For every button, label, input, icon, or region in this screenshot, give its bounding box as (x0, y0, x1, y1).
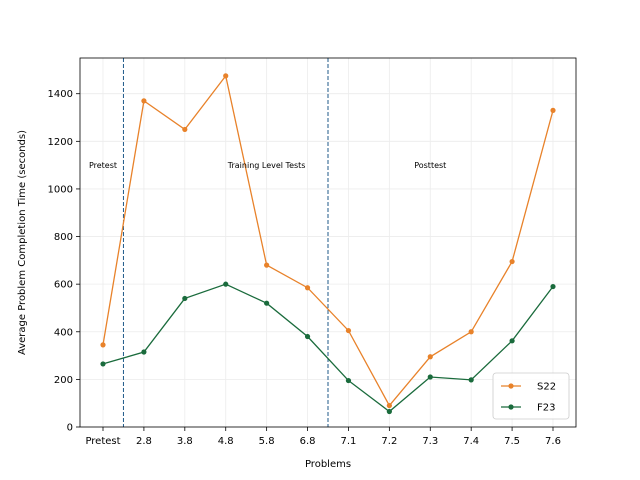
data-point-F23 (264, 300, 270, 306)
x-tick-label: 7.5 (504, 436, 520, 447)
data-point-S22 (100, 342, 106, 348)
data-point-F23 (345, 377, 352, 384)
data-point-S22 (427, 354, 433, 360)
legend: S22 F23 (492, 372, 570, 420)
data-point-S22 (141, 98, 147, 104)
y-tick-label: 1400 (48, 89, 73, 100)
data-series (100, 73, 556, 415)
data-point-S22 (223, 73, 229, 79)
data-point-S22 (550, 107, 556, 113)
data-point-F23 (141, 349, 147, 355)
data-point-S22 (345, 327, 352, 334)
legend-swatch-marker (508, 404, 514, 410)
data-point-F23 (304, 333, 311, 340)
data-point-F23 (509, 338, 515, 344)
x-tick-label: 5.8 (259, 436, 275, 447)
y-tick-label: 400 (54, 327, 73, 338)
data-point-S22 (468, 329, 474, 335)
y-tick-label: 0 (67, 423, 73, 434)
data-point-F23 (427, 374, 433, 380)
y-tick-label: 800 (54, 232, 73, 243)
region-labels: Pretest Training Level Tests Posttest (89, 161, 446, 170)
x-tick-label: 7.6 (545, 436, 561, 447)
data-point-F23 (100, 361, 106, 367)
region-label: Pretest (89, 161, 117, 170)
y-axis-label: Average Problem Completion Time (seconds… (17, 130, 28, 355)
y-tick-label: 1200 (48, 137, 73, 148)
data-point-F23 (550, 283, 556, 290)
legend-swatch-marker (508, 383, 514, 389)
data-point-S22 (304, 285, 311, 291)
y-axis-ticks: 0 200 400 600 800 1000 1200 1400 (48, 89, 80, 434)
x-tick-label: Pretest (85, 436, 120, 447)
x-axis-label: Problems (305, 459, 351, 470)
y-tick-label: 600 (54, 280, 73, 291)
data-point-F23 (223, 281, 229, 287)
y-tick-label: 200 (54, 375, 73, 386)
x-axis-ticks: Pretest 2.8 3.8 4.8 5.8 6.8 7.1 7.2 7.3 7.4 7.5 7.6 (85, 427, 561, 447)
series-line-S22 (102, 74, 554, 407)
legend-box (492, 372, 570, 420)
legend-label: F23 (537, 403, 555, 414)
section-dividers (122, 58, 329, 427)
data-point-S22 (386, 402, 392, 409)
x-tick-label: 7.4 (463, 436, 479, 447)
x-tick-label: 7.1 (341, 436, 357, 447)
data-point-S22 (264, 262, 270, 268)
data-point-S22 (509, 258, 515, 265)
region-label: Training Level Tests (227, 161, 306, 170)
x-tick-label: 6.8 (300, 436, 316, 447)
data-point-F23 (182, 295, 188, 302)
data-point-F23 (468, 377, 474, 383)
y-tick-label: 1000 (48, 184, 73, 195)
region-label: Posttest (414, 161, 446, 170)
x-tick-label: 3.8 (177, 436, 193, 447)
data-point-S22 (182, 126, 188, 133)
x-tick-label: 2.8 (136, 436, 152, 447)
x-tick-label: 4.8 (218, 436, 234, 447)
x-tick-label: 7.2 (381, 436, 397, 447)
series-line-F23 (102, 283, 554, 413)
data-point-F23 (386, 408, 392, 415)
x-tick-label: 7.3 (422, 436, 438, 447)
plot-frame (79, 57, 577, 428)
legend-label: S22 (537, 382, 556, 393)
